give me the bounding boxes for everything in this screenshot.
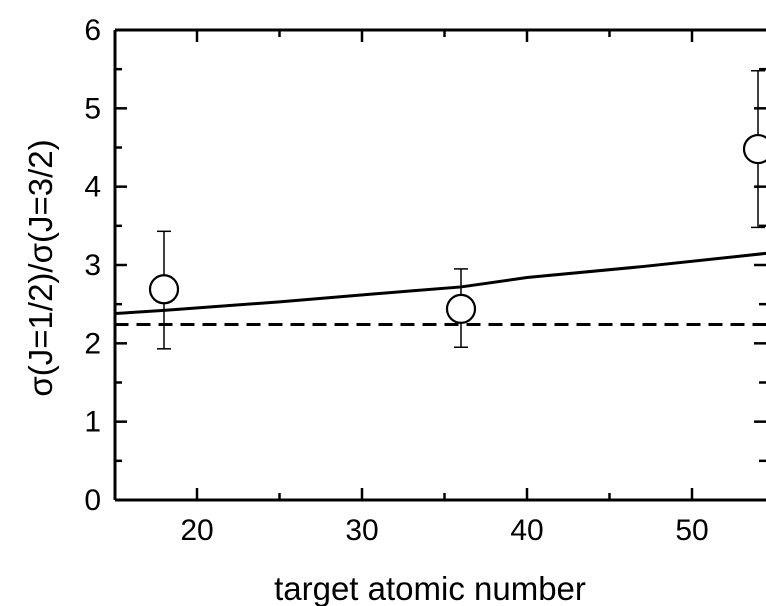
y-tick-label: 0 xyxy=(84,484,101,517)
plot-marks xyxy=(115,69,766,350)
clipped-marks xyxy=(115,69,766,350)
x-tick-label: 20 xyxy=(180,514,213,547)
plot-frame xyxy=(113,28,766,502)
y-tick-label: 1 xyxy=(84,406,101,439)
y-tick-label: 3 xyxy=(84,249,101,282)
x-tick-label: 50 xyxy=(675,514,708,547)
data-point xyxy=(148,274,180,305)
data-point xyxy=(445,293,477,324)
y-tick-label: 2 xyxy=(84,327,101,360)
x-tick-label: 40 xyxy=(510,514,543,547)
axis-ticks: 0 1 2 3 4 5 6 20 30 40 50 xyxy=(84,14,766,547)
y-tick-label: 6 xyxy=(84,14,101,47)
y-tick-label: 5 xyxy=(84,92,101,125)
solid-curve xyxy=(115,251,766,316)
y-axis-label: σ(J=1/2)/σ(J=3/2) xyxy=(22,139,59,396)
data-point xyxy=(742,133,766,165)
y-tick-label: 4 xyxy=(84,171,101,204)
x-tick-label: 30 xyxy=(345,514,378,547)
x-axis-label: target atomic number xyxy=(274,570,586,606)
